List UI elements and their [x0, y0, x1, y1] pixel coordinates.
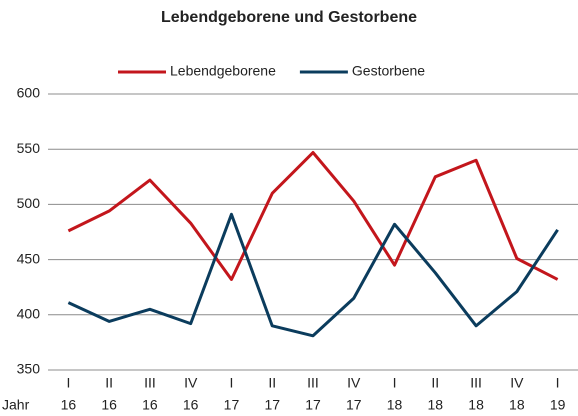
- series-line: [67, 212, 559, 338]
- x-axis-label: Jahr: [2, 397, 30, 413]
- y-tick-label: 550: [17, 140, 41, 156]
- x-tick-year: 16: [101, 397, 117, 413]
- x-tick-year: 16: [61, 397, 77, 413]
- x-tick-year: 16: [142, 397, 158, 413]
- x-tick-label: I: [393, 375, 397, 391]
- x-tick-label: III: [144, 375, 156, 391]
- y-tick-label: 600: [17, 85, 41, 101]
- x-tick-year: 18: [509, 397, 525, 413]
- x-tick-label: I: [66, 375, 70, 391]
- x-tick-year: 17: [224, 397, 240, 413]
- y-tick-label: 350: [17, 361, 41, 377]
- x-tick-year: 18: [428, 397, 444, 413]
- x-tick-year: 16: [183, 397, 199, 413]
- x-tick-label: I: [230, 375, 234, 391]
- x-tick-label: II: [431, 375, 439, 391]
- x-tick-label: IV: [347, 375, 361, 391]
- x-tick-year: 17: [305, 397, 321, 413]
- x-tick-label: IV: [184, 375, 198, 391]
- y-tick-label: 450: [17, 250, 41, 266]
- x-tick-year: 17: [264, 397, 280, 413]
- x-tick-label: I: [556, 375, 560, 391]
- x-tick-label: II: [268, 375, 276, 391]
- y-tick-label: 500: [17, 195, 41, 211]
- x-tick-year: 19: [550, 397, 566, 413]
- legend-label: Lebendgeborene: [170, 63, 276, 79]
- series-line: [67, 151, 559, 281]
- y-tick-label: 400: [17, 306, 41, 322]
- x-tick-year: 17: [346, 397, 362, 413]
- x-tick-label: II: [105, 375, 113, 391]
- chart-title: Lebendgeborene und Gestorbene: [161, 9, 417, 26]
- x-tick-year: 18: [387, 397, 403, 413]
- x-tick-label: IV: [510, 375, 524, 391]
- x-tick-label: III: [470, 375, 482, 391]
- legend-label: Gestorbene: [352, 63, 425, 79]
- x-tick-year: 18: [468, 397, 484, 413]
- x-tick-label: III: [307, 375, 319, 391]
